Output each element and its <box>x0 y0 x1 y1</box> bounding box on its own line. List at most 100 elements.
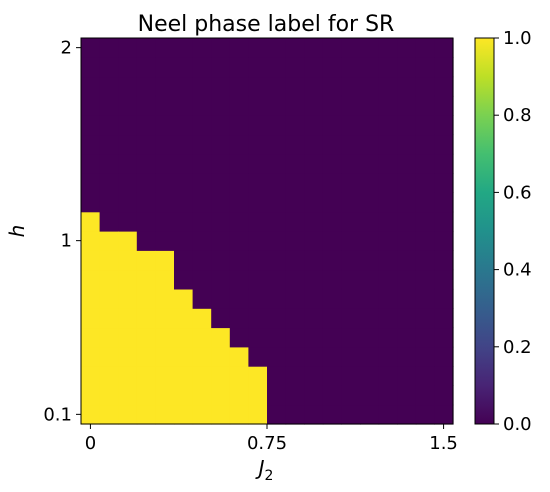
heatmap-cell <box>285 173 305 193</box>
heatmap-cell <box>99 95 119 116</box>
heatmap-cell <box>192 115 212 136</box>
heatmap-cell <box>322 192 342 213</box>
heatmap-cell <box>229 153 249 174</box>
heatmap-cell <box>434 95 454 116</box>
heatmap-cell <box>267 346 287 367</box>
heatmap-cell <box>434 231 454 251</box>
heatmap-cell <box>229 57 249 78</box>
heatmap-cell <box>81 327 101 348</box>
heatmap-cell <box>118 211 138 232</box>
heatmap-cell <box>211 173 231 193</box>
heatmap-cell <box>229 95 249 116</box>
heatmap-cell <box>99 57 119 78</box>
heatmap-cell <box>211 38 231 58</box>
heatmap-cell <box>267 231 287 251</box>
heatmap-cell <box>248 57 268 78</box>
heatmap-cell <box>192 57 212 78</box>
heatmap-cell <box>81 57 101 78</box>
heatmap-cell <box>397 173 417 193</box>
heatmap-cell <box>136 38 156 58</box>
heatmap-cell <box>378 153 398 174</box>
heatmap-cell <box>155 38 175 58</box>
heatmap-cell <box>267 57 287 78</box>
heatmap-cell <box>211 192 231 213</box>
heatmap-cell <box>304 385 324 406</box>
heatmap-cell <box>155 231 175 251</box>
heatmap-cell <box>229 192 249 213</box>
heatmap-cell <box>415 38 435 58</box>
heatmap-cell <box>229 115 249 136</box>
heatmap-cell <box>397 346 417 367</box>
heatmap-cell <box>118 173 138 193</box>
heatmap-cell <box>378 346 398 367</box>
heatmap-cell <box>192 250 212 271</box>
heatmap-cell <box>360 76 380 97</box>
heatmap-cell <box>81 153 101 174</box>
heatmap-cell <box>155 211 175 232</box>
heatmap-cell <box>99 269 119 290</box>
heatmap-cells <box>81 38 454 425</box>
heatmap-cell <box>81 95 101 116</box>
heatmap-cell <box>118 192 138 213</box>
heatmap-cell <box>360 38 380 58</box>
heatmap-cell <box>118 346 138 367</box>
heatmap-cell <box>378 134 398 155</box>
heatmap-cell <box>285 385 305 406</box>
heatmap-cell <box>322 385 342 406</box>
heatmap-cell <box>99 327 119 348</box>
y-tick-label: 0.1 <box>43 404 72 425</box>
heatmap-cell <box>378 38 398 58</box>
heatmap-cell <box>81 115 101 136</box>
heatmap-cell <box>322 95 342 116</box>
heatmap-cell <box>415 115 435 136</box>
x-tick-label: 0.75 <box>247 433 287 454</box>
heatmap-cell <box>248 231 268 251</box>
heatmap-cell <box>192 269 212 290</box>
heatmap-cell <box>229 327 249 348</box>
heatmap-cell <box>174 115 194 136</box>
heatmap-cell <box>378 366 398 386</box>
heatmap-cell <box>81 404 101 425</box>
heatmap-cell <box>397 115 417 136</box>
heatmap-cell <box>174 38 194 58</box>
heatmap-cell <box>434 115 454 136</box>
heatmap-cell <box>267 269 287 290</box>
heatmap-cell <box>304 308 324 329</box>
heatmap-cell <box>192 404 212 425</box>
heatmap-cell <box>248 385 268 406</box>
heatmap-cell <box>397 404 417 425</box>
heatmap-cell <box>378 115 398 136</box>
heatmap-cell <box>341 38 361 58</box>
heatmap-cell <box>155 346 175 367</box>
heatmap-cell <box>118 308 138 329</box>
heatmap-cell <box>341 250 361 271</box>
heatmap-cell <box>285 327 305 348</box>
heatmap-cell <box>378 404 398 425</box>
heatmap-cell <box>285 57 305 78</box>
heatmap-cell <box>341 385 361 406</box>
heatmap-cell <box>322 211 342 232</box>
heatmap-cell <box>341 327 361 348</box>
heatmap-cell <box>285 38 305 58</box>
heatmap-cell <box>434 211 454 232</box>
heatmap-cell <box>378 211 398 232</box>
heatmap-cell <box>360 366 380 386</box>
heatmap-cell <box>322 269 342 290</box>
heatmap-cell <box>174 250 194 271</box>
heatmap-cell <box>174 76 194 97</box>
heatmap-cell <box>248 346 268 367</box>
heatmap-cell <box>174 308 194 329</box>
heatmap-cell <box>434 308 454 329</box>
heatmap-cell <box>378 76 398 97</box>
heatmap-cell <box>360 115 380 136</box>
heatmap-cell <box>360 385 380 406</box>
heatmap-cell <box>285 288 305 309</box>
heatmap-cell <box>360 57 380 78</box>
heatmap-cell <box>360 269 380 290</box>
heatmap-cell <box>155 153 175 174</box>
heatmap-cell <box>341 269 361 290</box>
heatmap-cell <box>248 173 268 193</box>
heatmap-cell <box>211 211 231 232</box>
heatmap-cell <box>434 173 454 193</box>
